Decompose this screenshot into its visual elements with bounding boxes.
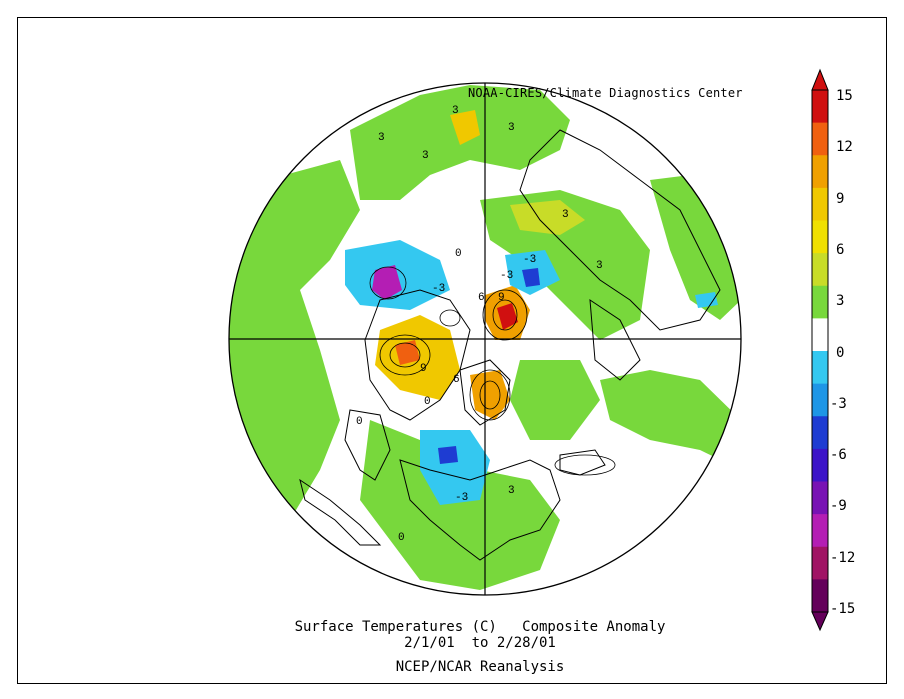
map-source: NCEP/NCAR Reanalysis (395, 659, 565, 675)
contour-label: 9 (420, 363, 427, 375)
contour-label: -3 (432, 283, 445, 295)
contour-label: -3 (523, 254, 536, 266)
colorbar-label: -3 (830, 395, 847, 412)
contour-label: -3 (455, 492, 468, 504)
contour-label: 6 (478, 292, 485, 304)
contour-label: 3 (452, 105, 459, 117)
contour-label: 0 (455, 248, 462, 260)
map-dates: 2/1/01 to 2/28/01 (404, 635, 556, 651)
cold-anomaly-far-east (695, 292, 718, 308)
anomaly-region-east (600, 370, 741, 470)
colorbar-segment (812, 220, 828, 254)
contour-label: 3 (508, 122, 515, 134)
contour-label: -3 (500, 270, 513, 282)
colorbar-label: 15 (836, 88, 853, 104)
plot-frame (17, 17, 887, 684)
colorbar-segment (812, 318, 828, 352)
colorbar-label: -12 (830, 549, 856, 566)
colorbar-label: -9 (830, 498, 847, 515)
map-title: Surface Temperatures (C) Composite Anoma… (294, 619, 666, 635)
contour-lines (369, 266, 616, 476)
colorbar-segment (812, 481, 828, 515)
colorbar-label: 12 (836, 139, 853, 156)
contour-label: 3 (562, 209, 569, 221)
warm-anomaly-north-pole (450, 110, 480, 145)
colorbar-segment (812, 90, 828, 124)
contour-label: 9 (498, 292, 505, 304)
colorbar-segment (812, 546, 828, 580)
anomaly-region-atlantic (510, 360, 600, 440)
colorbar-segment (812, 383, 828, 417)
colorbar (811, 68, 829, 632)
map-boundary (228, 82, 742, 596)
colorbar-border (811, 89, 829, 613)
warm-anomaly-canada-core (395, 340, 420, 365)
contour-label: 0 (424, 396, 431, 408)
anomaly-region-america (360, 420, 560, 590)
colorbar-segment (812, 416, 828, 450)
colorbar-top-arrow (811, 68, 829, 91)
anomaly-region-pacific-west (229, 160, 360, 520)
contour-label: 6 (453, 374, 460, 386)
colorbar-segment (812, 285, 828, 319)
contour-label: 3 (596, 260, 603, 272)
warm-anomaly-greenland (470, 370, 510, 420)
colorbar-label: -6 (830, 447, 847, 464)
colorbar-bottom-arrow (811, 611, 829, 632)
colorbar-segment (812, 351, 828, 385)
cold-anomaly-alaska-core (372, 265, 402, 300)
colorbar-segment (812, 579, 828, 613)
contour-labels: 3 3 3 3 3 -3 -3 -3 0 0 6 9 3 -3 0 0 3 9 … (356, 105, 603, 544)
contour-label: 0 (398, 532, 405, 544)
colorbar-segment (812, 253, 828, 287)
colorbar-segment (812, 514, 828, 548)
colorbar-label: 0 (836, 344, 845, 361)
colorbar-label: 3 (836, 293, 845, 310)
credit-text: NOAA-CIRES/Climate Diagnostics Center (468, 86, 743, 100)
cold-anomaly-usa (420, 430, 490, 505)
contour-label: 3 (422, 150, 429, 162)
colorbar-segment (812, 122, 828, 156)
cold-anomaly-kara-core (522, 268, 540, 287)
warm-anomaly-siberia-core (497, 303, 518, 330)
contour-label: 3 (378, 132, 385, 144)
warm-anomaly-europe (510, 200, 585, 235)
contour-label: 3 (508, 485, 515, 497)
map-disk (229, 83, 741, 595)
cold-anomaly-usa-core (438, 446, 458, 464)
colorbar-label: 9 (836, 190, 845, 207)
contour-label: 0 (356, 416, 363, 428)
colorbar-label: 6 (836, 241, 845, 258)
coastlines (299, 129, 721, 561)
colorbar-segment (812, 448, 828, 482)
colorbar-segment (812, 155, 828, 189)
colorbar-label: -15 (830, 601, 856, 617)
colorbar-segment (812, 187, 828, 221)
